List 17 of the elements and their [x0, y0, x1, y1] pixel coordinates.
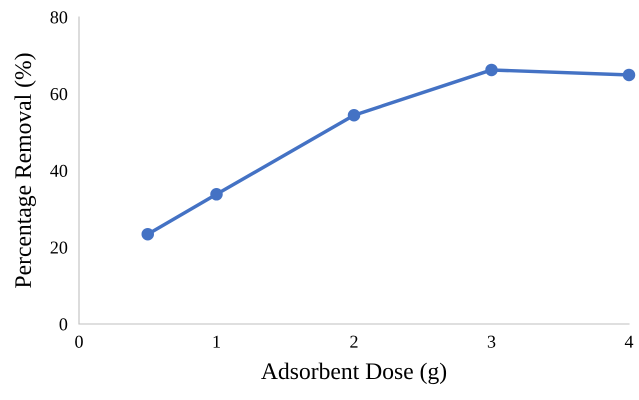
y-axis-title: Percentage Removal (%): [14, 54, 36, 288]
y-tick-label: 0: [60, 318, 68, 330]
point: [485, 64, 498, 76]
x-tick-label: 3: [488, 336, 496, 348]
point: [622, 68, 636, 82]
x-tick-label: 0: [75, 336, 83, 348]
x-tick-label: 2: [350, 336, 358, 348]
y-tick-label: 60: [50, 88, 68, 100]
point: [142, 228, 154, 240]
x-tick-label: 4: [624, 336, 634, 348]
point: [348, 108, 360, 122]
point: [210, 188, 223, 201]
x-axis-title: Adsorbent Dose (g): [261, 362, 446, 384]
y-tick-label: 20: [50, 242, 68, 254]
x-tick-label: 1: [214, 336, 220, 348]
y-tick-label: 40: [50, 164, 68, 177]
y-tick-label: 80: [50, 11, 68, 24]
